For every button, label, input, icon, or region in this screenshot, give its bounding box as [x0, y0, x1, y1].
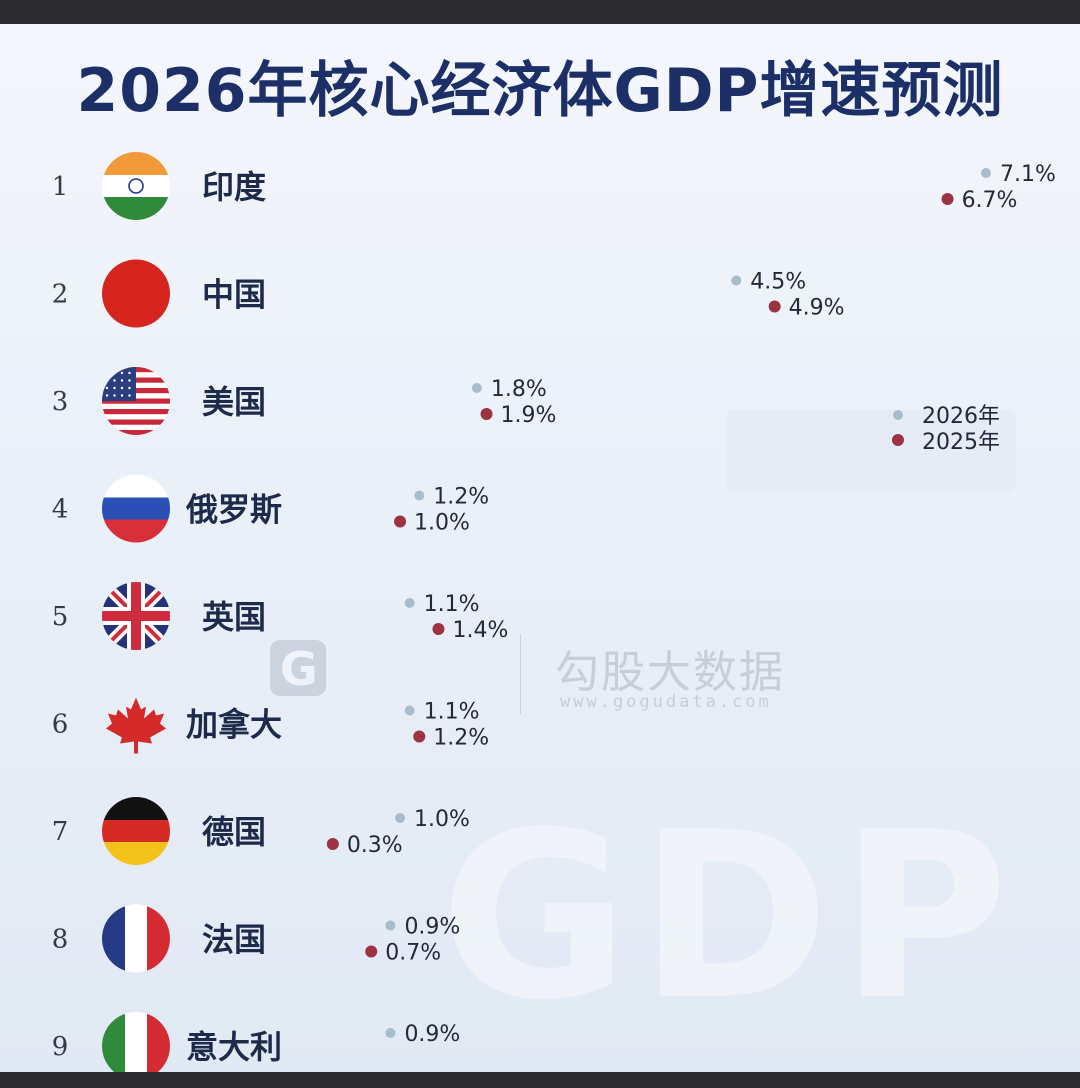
value-label-2026: 1.8% [491, 377, 547, 402]
country-name: 俄罗斯 [185, 491, 282, 529]
country-row: 5 英国 1.1%1.4% [52, 582, 508, 650]
country-row: 6 加拿大 1.1%1.2% [52, 697, 489, 754]
value-label-2025: 1.4% [452, 618, 508, 643]
point-2025 [432, 623, 445, 635]
point-2025 [941, 193, 954, 205]
country-row: 3 美国 1.8%1.9% [52, 367, 557, 435]
value-label-2025: 1.2% [433, 726, 489, 751]
legend-label-2025: 2025年 [922, 430, 1000, 455]
germany-flag [102, 797, 170, 865]
value-label-2026: 0.9% [404, 1022, 460, 1047]
country-row: 7 德国 1.0% 0.3% [52, 797, 470, 865]
country-row: 2 中国 4.5%4.9% [52, 259, 845, 328]
value-label-2026: 7.1% [1000, 162, 1056, 187]
country-name: 印度 [202, 168, 266, 206]
legend-label-2026: 2026年 [922, 404, 1000, 429]
point-2026 [385, 1028, 396, 1038]
legend: 2026年 2025年 [726, 404, 1016, 492]
legend-dot-2025 [892, 434, 904, 446]
background-gdp-text: GDP [440, 784, 1019, 1051]
point-2026 [981, 168, 991, 178]
rank-label: 2 [52, 280, 69, 310]
point-2025 [480, 408, 493, 420]
rank-label: 7 [52, 817, 69, 847]
point-2026 [471, 383, 482, 393]
value-label-2026: 0.9% [404, 915, 460, 940]
country-row: 8 法国 0.9%0.7% [52, 904, 460, 973]
value-label-2025: 1.9% [501, 403, 557, 428]
value-label-2026: 1.1% [424, 700, 480, 725]
rank-label: 1 [52, 172, 69, 202]
france-flag [102, 904, 170, 973]
usa-flag [102, 367, 170, 435]
canada-flag [106, 697, 166, 754]
legend-dot-2026 [893, 410, 903, 420]
country-name: 英国 [202, 598, 266, 636]
rank-label: 3 [52, 387, 69, 417]
value-label-2026: 1.0% [414, 807, 470, 832]
country-name: 法国 [202, 921, 266, 959]
chart-svg: 1 印度 7.1%6.7% 2 中国 4.5%4.9% 3 美国 1.8%1.9% 4 俄罗斯 1.2… [52, 152, 1056, 1072]
uk-flag [102, 582, 170, 650]
rank-label: 5 [52, 602, 69, 632]
watermark-url: www.gogudata.com [560, 692, 772, 712]
point-2026 [404, 598, 415, 608]
legend-box [726, 410, 1016, 492]
value-label-2025: 6.7% [962, 188, 1018, 213]
india-flag [102, 152, 170, 220]
russia-flag [102, 474, 170, 543]
point-2025 [413, 730, 426, 743]
value-label-2025: 1.0% [414, 511, 470, 536]
country-name: 意大利 [186, 1028, 282, 1066]
point-2025 [768, 300, 781, 313]
value-label-2025: 0.3% [347, 833, 403, 858]
value-label-2026: 1.1% [424, 592, 480, 617]
country-row: 4 俄罗斯 1.2%1.0% [52, 474, 489, 543]
point-2025 [365, 945, 378, 958]
watermark-logo-icon [270, 640, 326, 696]
country-name: 加拿大 [186, 706, 282, 744]
point-2026 [385, 920, 396, 931]
chart-title: 2026年核心经济体GDP增速预测 [76, 56, 1004, 126]
country-name: 德国 [202, 813, 266, 851]
point-2026 [414, 490, 425, 501]
value-label-2026: 1.2% [433, 485, 489, 510]
value-label-2025: 4.9% [789, 296, 845, 321]
rank-label: 9 [52, 1032, 69, 1062]
country-name: 美国 [202, 383, 266, 421]
rank-label: 6 [52, 710, 69, 740]
value-label-2025: 0.7% [385, 941, 441, 966]
watermark-brand: 勾股大数据 [555, 647, 785, 698]
watermark-separator [520, 634, 521, 714]
china-flag [102, 259, 170, 328]
point-2026 [404, 705, 415, 716]
point-2026 [731, 275, 742, 286]
watermark-logo: G [270, 634, 490, 704]
watermark-logo-text: G [280, 642, 318, 696]
country-row: 1 印度 7.1%6.7% [52, 152, 1056, 220]
country-name: 中国 [202, 276, 266, 314]
rank-label: 8 [52, 925, 69, 955]
value-label-2026: 4.5% [750, 270, 806, 295]
point-2025 [326, 838, 339, 850]
point-2026 [395, 813, 406, 823]
point-2025 [394, 515, 407, 528]
rank-label: 4 [52, 495, 69, 525]
country-row: 9 意大利 0.9% [52, 1012, 460, 1072]
chart-canvas: GDP G 勾股大数据 www.gogudata.com 2026年核心经济体G… [0, 24, 1080, 1072]
italy-flag [102, 1012, 170, 1072]
